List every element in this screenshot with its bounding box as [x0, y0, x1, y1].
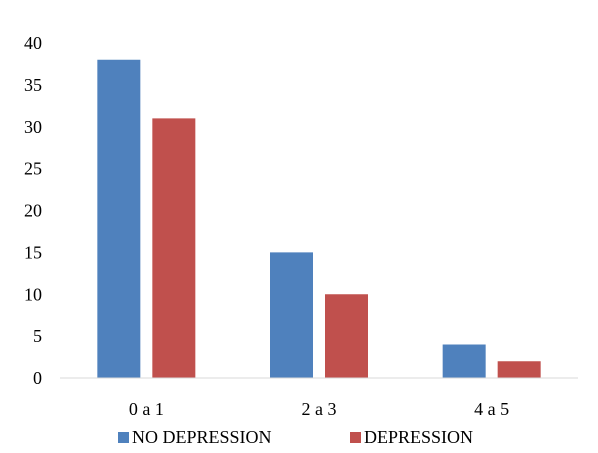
bar-no-depression-0 — [97, 59, 141, 378]
bar-depression-2 — [497, 361, 541, 378]
bars — [97, 59, 541, 378]
y-tick-label: 20 — [24, 201, 42, 221]
legend: NO DEPRESSION DEPRESSION — [118, 427, 473, 447]
y-tick-label: 25 — [24, 159, 42, 179]
bar-no-depression-1 — [270, 252, 313, 378]
y-tick-label: 30 — [24, 117, 42, 137]
x-axis-tick-labels: 0 a 1 2 a 3 4 a 5 — [129, 399, 509, 419]
y-tick-label: 15 — [24, 242, 42, 262]
bar-no-depression-2 — [442, 344, 486, 378]
y-axis-tick-labels: 0 5 10 15 20 25 30 35 40 — [24, 33, 42, 388]
y-tick-label: 35 — [24, 75, 42, 95]
bar-depression-0 — [152, 118, 196, 378]
legend-label-no-depression: NO DEPRESSION — [132, 427, 272, 447]
x-tick-label: 2 a 3 — [302, 399, 337, 419]
x-tick-label: 4 a 5 — [474, 399, 509, 419]
legend-label-depression: DEPRESSION — [364, 427, 473, 447]
y-tick-label: 40 — [24, 33, 42, 53]
y-tick-label: 10 — [24, 284, 42, 304]
x-tick-label: 0 a 1 — [129, 399, 164, 419]
y-tick-label: 5 — [33, 326, 42, 346]
y-tick-label: 0 — [33, 368, 42, 388]
legend-swatch-depression — [350, 432, 361, 443]
bar-depression-1 — [325, 294, 368, 378]
legend-swatch-no-depression — [118, 432, 129, 443]
